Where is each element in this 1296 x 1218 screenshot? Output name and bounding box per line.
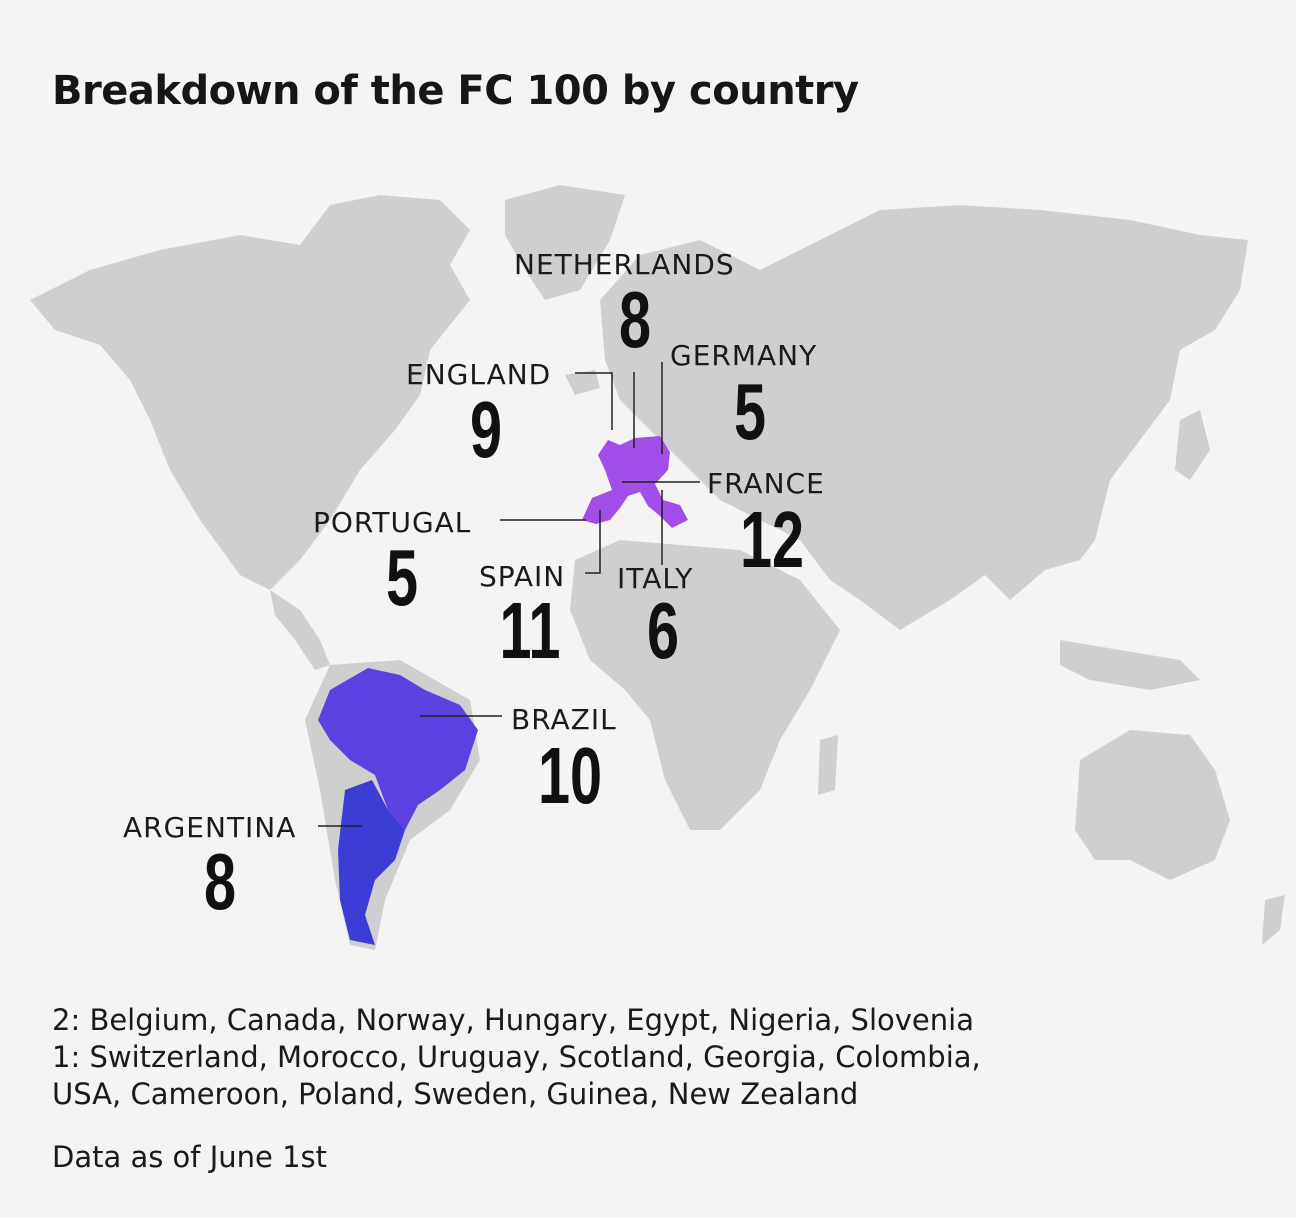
central-america-landmass — [270, 590, 330, 670]
netherlands-count: 8 — [618, 275, 652, 364]
spain-label: SPAIN — [479, 560, 566, 593]
eurasia-landmass — [600, 205, 1248, 630]
germany-count: 5 — [733, 367, 767, 456]
north-america-landmass — [30, 195, 470, 590]
chart-title: Breakdown of the FC 100 by country — [52, 68, 859, 114]
argentina-label: ARGENTINA — [123, 811, 297, 844]
italy-count: 6 — [646, 586, 680, 675]
africa-landmass — [570, 540, 840, 830]
spain-count: 11 — [499, 586, 561, 675]
land-masses — [30, 185, 1285, 950]
australia-landmass — [1075, 730, 1230, 880]
japan-landmass — [1175, 410, 1210, 480]
greenland-landmass — [505, 185, 625, 300]
madagascar-landmass — [818, 735, 838, 795]
footer-one-player-countries: 1: Switzerland, Morocco, Uruguay, Scotla… — [52, 1040, 981, 1074]
leader-lines — [318, 362, 700, 827]
spain-leader-line — [585, 510, 601, 574]
france-label: FRANCE — [707, 467, 825, 500]
portugal-label: PORTUGAL — [313, 506, 472, 539]
new-zealand-landmass — [1262, 895, 1285, 945]
data-date-note: Data as of June 1st — [52, 1140, 328, 1174]
england-label: ENGLAND — [406, 358, 552, 391]
southeast-asia-islands — [1060, 640, 1200, 690]
germany-label: GERMANY — [670, 339, 818, 372]
brazil-highlight — [318, 668, 478, 830]
brazil-label: BRAZIL — [511, 703, 617, 736]
argentina-count: 8 — [203, 837, 237, 926]
footer-two-player-countries: 2: Belgium, Canada, Norway, Hungary, Egy… — [52, 1003, 974, 1037]
argentina-highlight — [338, 780, 405, 945]
iceland-landmass — [565, 370, 600, 395]
england-leader-line — [575, 372, 613, 430]
italy-label: ITALY — [617, 562, 694, 595]
portugal-count: 5 — [385, 533, 419, 622]
france-count: 12 — [739, 495, 805, 584]
brazil-count: 10 — [537, 731, 603, 820]
england-count: 9 — [469, 385, 503, 474]
footer-one-player-countries-cont: USA, Cameroon, Poland, Sweden, Guinea, N… — [52, 1077, 859, 1111]
netherlands-label: NETHERLANDS — [514, 248, 735, 281]
